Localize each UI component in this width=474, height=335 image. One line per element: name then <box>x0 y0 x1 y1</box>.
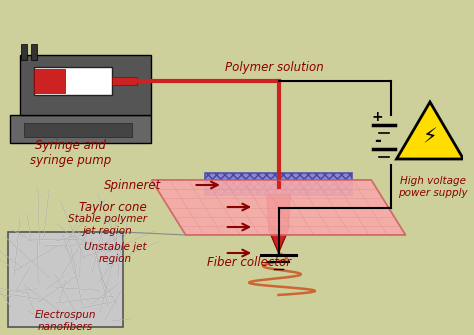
Bar <box>34 67 112 95</box>
Polygon shape <box>397 102 464 159</box>
Bar <box>21 44 27 60</box>
Text: Electrospun
nanofibers: Electrospun nanofibers <box>35 311 96 332</box>
Polygon shape <box>269 230 288 253</box>
Text: High voltage
power supply: High voltage power supply <box>398 176 468 198</box>
Bar <box>8 232 123 327</box>
Text: ⚡: ⚡ <box>423 127 438 147</box>
Text: +: + <box>372 110 383 124</box>
Text: Taylor cone: Taylor cone <box>79 201 146 213</box>
Bar <box>112 77 137 85</box>
Bar <box>31 44 37 60</box>
Text: Stable polymer
jet region: Stable polymer jet region <box>68 214 146 236</box>
Bar <box>34 69 65 93</box>
Text: Polymer solution: Polymer solution <box>225 61 324 73</box>
Text: Syringe and
syringe pump: Syringe and syringe pump <box>30 139 111 167</box>
Bar <box>25 123 132 137</box>
Bar <box>10 115 152 143</box>
Text: Unstable jet
region: Unstable jet region <box>84 242 146 264</box>
Bar <box>19 55 152 115</box>
Polygon shape <box>267 195 290 230</box>
Text: Fiber collector: Fiber collector <box>207 257 291 269</box>
Polygon shape <box>152 180 406 235</box>
Text: Spinneret: Spinneret <box>104 179 161 192</box>
Bar <box>205 173 352 195</box>
Bar <box>205 173 352 195</box>
Text: -: - <box>374 132 381 150</box>
